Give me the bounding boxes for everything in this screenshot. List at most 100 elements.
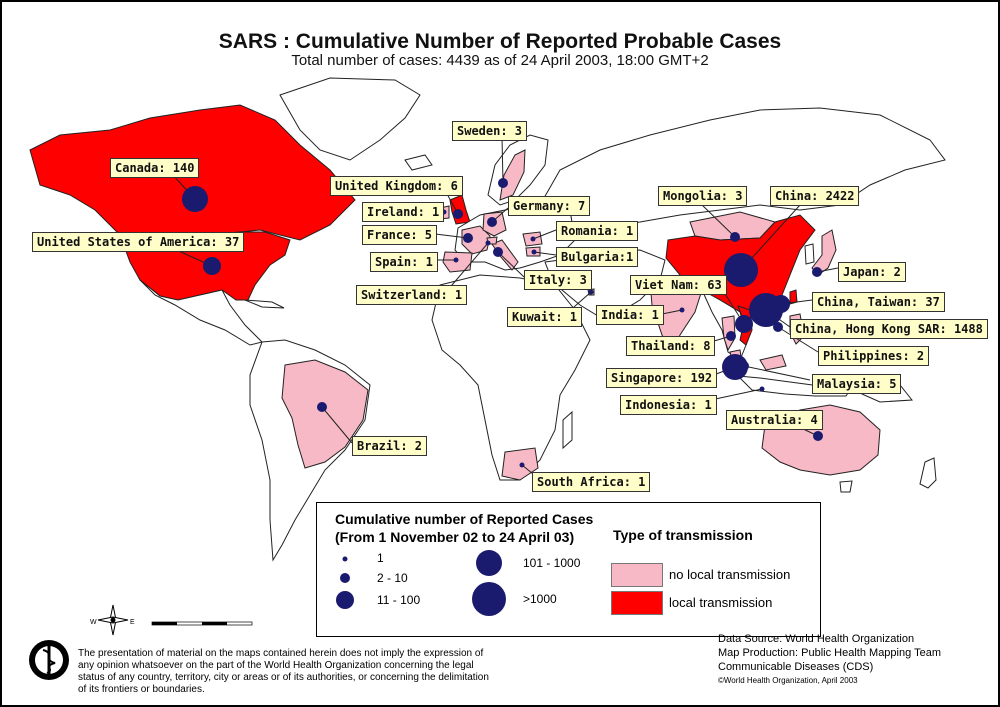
label-malaysia: Malaysia: 5 [812,374,902,394]
case-bubble-malaysia [739,361,749,371]
compass-east: E [130,619,135,626]
map-title: SARS : Cumulative Number of Reported Pro… [218,30,782,53]
label-hongkong: China, Hong Kong SAR: 1488 [790,319,988,339]
disclaimer-text: The presentation of material on the maps… [78,648,489,695]
credit-source: Data Source: World Health Organization [718,633,915,645]
legend-size-symbols [336,550,506,616]
case-bubble-spain [453,257,459,263]
credit-production: Map Production: Public Health Mapping Te… [718,647,941,659]
land-central-america [139,279,263,346]
country-france-shape [461,225,491,255]
label-singapore: Singapore: 192 [606,368,718,388]
case-bubble-kuwait [588,289,594,295]
label-spain: Spain: 1 [370,252,438,272]
legend-size-1: 1 [377,551,384,565]
label-vietnam: Viet Nam: 63 [630,275,727,295]
credit-cds: Communicable Diseases (CDS) [718,661,874,673]
legend-no-local-label: no local transmission [669,567,791,582]
case-bubble-canada [182,186,208,212]
label-italy: Italy: 3 [524,270,592,290]
country-sweden-shape [499,149,526,201]
case-bubble-thailand [726,331,736,341]
label-japan: Japan: 2 [838,262,906,282]
land-korea [804,243,815,265]
credit-copyright: ©World Health Organization, April 2003 [718,676,858,685]
legend-size-2: 2 - 10 [377,571,408,585]
case-bubble-france [463,233,473,243]
compass-rose [97,604,129,636]
land-madagascar [562,410,573,450]
case-bubble-germany [487,217,497,227]
case-bubble-australia [813,431,823,441]
label-switzerland: Switzerland: 1 [356,285,468,305]
label-china: China: 2422 [770,186,860,206]
case-bubble-united-kingdom [453,209,463,219]
case-bubble-bulgaria [531,249,537,255]
label-mongolia: Mongolia: 3 [658,186,748,206]
case-bubble-brazil [317,402,327,412]
label-india: India: 1 [596,305,664,325]
credits-block: Data Source: World Health Organization M… [718,632,941,688]
label-philippines: Philippines: 2 [818,346,930,366]
map-subtitle: Total number of cases: 4439 as of 24 Apr… [291,52,709,69]
case-bubble-mongolia [730,232,740,242]
case-bubble-china-hong-kong-sar [749,293,783,327]
land-new-zealand [919,457,937,489]
legend-symbol-1 [342,556,348,562]
case-bubble-italy [493,247,503,257]
leader-italy [497,251,525,278]
leader-switzerland [445,242,489,293]
label-romania: Romania: 1 [556,221,639,241]
label-south-africa: South Africa: 1 [532,472,651,492]
label-australia: Australia: 4 [726,410,823,430]
land-africa [431,274,591,481]
leader-india [661,309,683,315]
case-bubble-china [724,253,758,287]
label-ireland: Ireland: 1 [362,202,445,222]
land-iceland [404,154,433,171]
leader-mongolia [699,202,736,238]
label-uk: United Kingdom: 6 [330,176,463,196]
legend-symbol-101-1000 [476,550,502,576]
label-bulgaria: Bulgaria:1 [556,247,639,267]
label-indonesia: Indonesia: 1 [620,395,717,415]
scale-bar [151,621,253,626]
legend-size-4: 101 - 1000 [523,556,581,570]
leader-sweden [501,136,504,184]
legend-size-5: >1000 [523,592,557,606]
label-thailand: Thailand: 8 [626,336,716,356]
land-tasmania [839,480,853,493]
label-canada: Canada: 140 [110,158,200,178]
who-logo [29,640,69,680]
legend-symbol-2-10 [340,573,350,583]
case-bubble-sweden [498,178,508,188]
leader-romania [532,229,557,240]
label-france: France: 5 [362,225,438,245]
leader-brazil [321,406,353,444]
legend-subtitle: (From 1 November 02 to 24 April 03) [335,529,575,545]
label-germany: Germany: 7 [508,196,591,216]
legend-size-3: 11 - 100 [377,593,421,607]
legend-swatch-local [611,591,663,615]
case-bubble-indonesia [759,386,765,392]
legend-symbol-1000 [472,582,506,616]
case-bubble-viet-nam [735,315,753,333]
compass-west: W [90,619,97,626]
case-bubble-japan [812,267,822,277]
label-sweden: Sweden: 3 [452,121,528,141]
label-usa: United States of America: 37 [32,232,245,252]
legend-box: Cumulative number of Reported Cases (Fro… [316,502,821,637]
legend-title: Cumulative number of Reported Cases [335,511,594,527]
leader-bulgaria [533,251,557,256]
case-bubble-philippines [773,322,783,332]
label-kuwait: Kuwait: 1 [507,307,583,327]
case-bubble-romania [530,236,536,242]
label-brazil: Brazil: 2 [352,436,428,456]
leader-philippines [777,326,819,353]
case-bubble-india [679,307,685,313]
case-bubble-united-states-of-america [203,257,221,275]
case-bubble-south-africa [519,462,525,468]
legend-transmission-title: Type of transmission [613,527,753,543]
